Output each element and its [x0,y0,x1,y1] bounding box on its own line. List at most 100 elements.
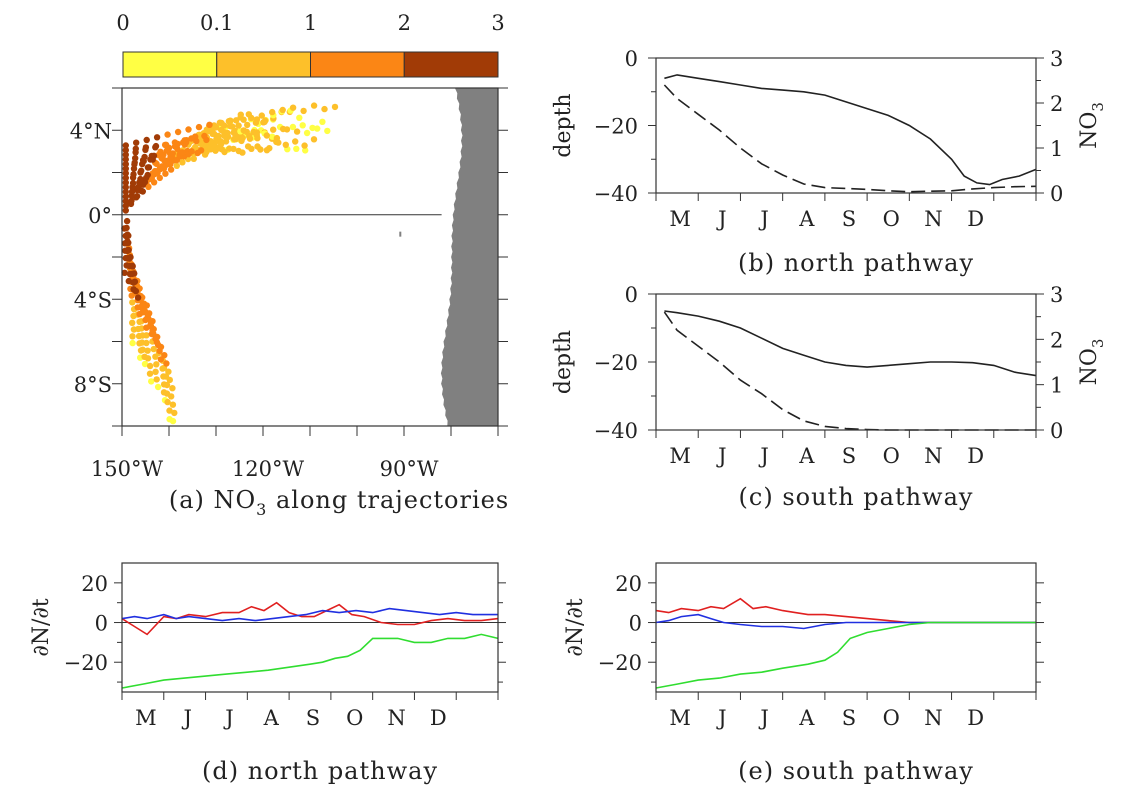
trajectory-point [169,417,177,425]
trajectory-point [146,362,154,370]
trajectory-point [309,124,316,132]
trajectory-point [223,134,230,142]
trajectory-point [166,407,173,414]
trajectory-point [147,319,155,326]
month-label: J [758,444,768,468]
month-label: O [883,444,900,468]
y-axis-label-right: NO3 [1077,102,1107,149]
y-tick-label: −40 [594,182,638,206]
trajectory-point [183,139,190,146]
trajectory-point [252,119,260,126]
y-tick-label-right: 2 [1050,92,1063,116]
trajectory-point [188,148,195,155]
trajectory-point [229,123,236,130]
trajectory-point [122,184,129,191]
trajectory-point [153,361,160,368]
trajectory-point [122,174,129,182]
colorbar-tick-label: 2 [398,11,411,35]
trajectory-point [122,198,129,205]
trajectory-point [132,155,139,162]
trajectory-point [154,383,162,391]
month-label: D [967,706,984,730]
trajectory-point [152,368,159,375]
month-label: M [669,207,691,231]
depth-line [664,74,1037,186]
trajectory-point [301,142,308,149]
x-tick-label: 90°W [380,457,439,481]
panel-c-south-depth-chart: M J J A S O N D 0 −20 −40 0 1 2 3 depth NO3 (c) south pat… [551,283,1107,511]
trajectory-point [289,104,297,111]
month-label: A [798,207,815,231]
trajectory-point [143,332,150,339]
trajectory-point [157,343,165,351]
trajectory-point [324,127,331,135]
trajectory-point [292,138,299,145]
trajectory-point [141,153,148,161]
trajectory-point [152,142,160,150]
y-axis-label: ∂N/∂t [563,598,588,656]
no3-line [663,311,1036,431]
y-tick-label: 20 [615,572,642,596]
month-label: M [135,706,157,730]
y-tick-label: 0 [629,612,642,636]
trajectory-point [174,128,182,136]
trajectory-point [129,339,136,347]
trajectory-point [128,197,135,205]
series-line [121,633,499,689]
trajectory-point [139,188,146,195]
trajectory-point [263,132,270,139]
trajectory-point [145,164,153,171]
y-tick-label: −20 [598,651,642,675]
trajectory-point [217,140,224,147]
trajectory-point [122,156,129,163]
trajectory-point [260,119,267,126]
trajectory-point [185,126,192,133]
y-tick-label: 0 [625,47,638,71]
trajectory-point [156,174,163,182]
panel-a-caption: (a) NO3 along trajectories [169,486,509,519]
trajectory-point [253,131,260,139]
trajectory-point [190,155,197,162]
trajectory-point [122,193,129,200]
colorbar-segment [122,51,218,78]
y-axis-label: depth [551,93,576,157]
trajectory-point [163,360,170,367]
trajectory-point [211,130,218,138]
y-axis-label: depth [551,330,576,394]
trajectory-point [153,134,161,141]
y-tick-label: 4°N [70,119,112,143]
y-axis-label-right: NO3 [1077,339,1107,386]
trajectory-point [310,136,318,143]
month-label: J [716,706,726,730]
month-label: J [223,706,233,730]
trajectory-point [258,112,265,119]
trajectory-point [227,117,234,124]
panel-caption: (c) south pathway [739,483,974,511]
trajectory-point [130,171,137,178]
trajectory-point [203,136,210,144]
land-mask [440,88,498,426]
trajectory-point [144,171,151,179]
trajectory-point [122,160,129,168]
month-label: M [669,444,691,468]
trajectory-point [273,134,281,142]
month-label: S [842,706,856,730]
trajectory-point [299,122,306,129]
trajectory-point [169,401,177,408]
trajectory-point [148,378,155,385]
trajectory-point [164,131,171,138]
trajectory-point [138,325,145,332]
month-label: O [883,207,900,231]
month-label: N [387,706,405,730]
trajectory-point [130,286,137,293]
trajectory-point [216,145,224,152]
trajectory-point [165,368,172,375]
y-tick-label: −20 [594,351,638,375]
series-line [121,607,498,622]
trajectory-point [238,137,245,145]
panel-caption: (b) north pathway [738,249,974,277]
trajectory-point [270,126,277,133]
trajectory-point [197,147,205,154]
y-tick-label: 4°S [74,288,112,312]
